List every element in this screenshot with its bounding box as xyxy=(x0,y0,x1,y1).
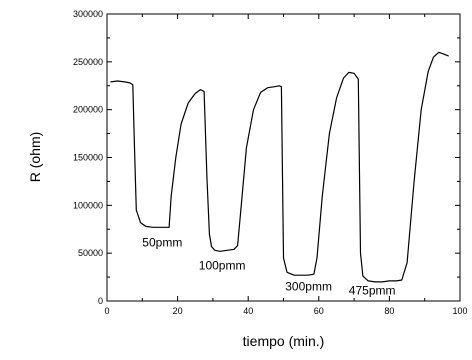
concentration-annotation: 475pmm xyxy=(349,283,396,297)
concentration-annotation: 300pmm xyxy=(285,279,332,293)
y-tick-label: 0 xyxy=(98,296,103,306)
concentration-annotation: 100pmm xyxy=(199,258,246,272)
y-tick-label: 150000 xyxy=(73,153,103,163)
y-tick-label: 100000 xyxy=(73,200,103,210)
x-tick-label: 20 xyxy=(173,306,183,316)
y-tick-label: 50000 xyxy=(78,248,103,258)
resistance-series-line xyxy=(110,51,449,283)
x-tick-label: 60 xyxy=(314,306,324,316)
x-tick-label: 100 xyxy=(452,306,467,316)
x-tick-label: 0 xyxy=(104,306,109,316)
x-tick-label: 80 xyxy=(384,306,394,316)
tick-labels-layer: 0 20 40 60 80 100 0 50000 100000 150000 200000 2500… xyxy=(73,9,468,316)
y-tick-label: 250000 xyxy=(73,57,103,67)
concentration-annotation: 50pmm xyxy=(142,235,182,249)
ticks-layer xyxy=(106,13,461,302)
annotations-layer: 50pmm 100pmm 300pmm 475pmm xyxy=(142,235,395,297)
x-axis-label: tiempo (min.) xyxy=(243,333,325,349)
y-tick-label: 200000 xyxy=(73,105,103,115)
y-axis-label: R (ohm) xyxy=(27,132,43,183)
x-tick-label: 40 xyxy=(243,306,253,316)
y-tick-label: 300000 xyxy=(73,9,103,19)
